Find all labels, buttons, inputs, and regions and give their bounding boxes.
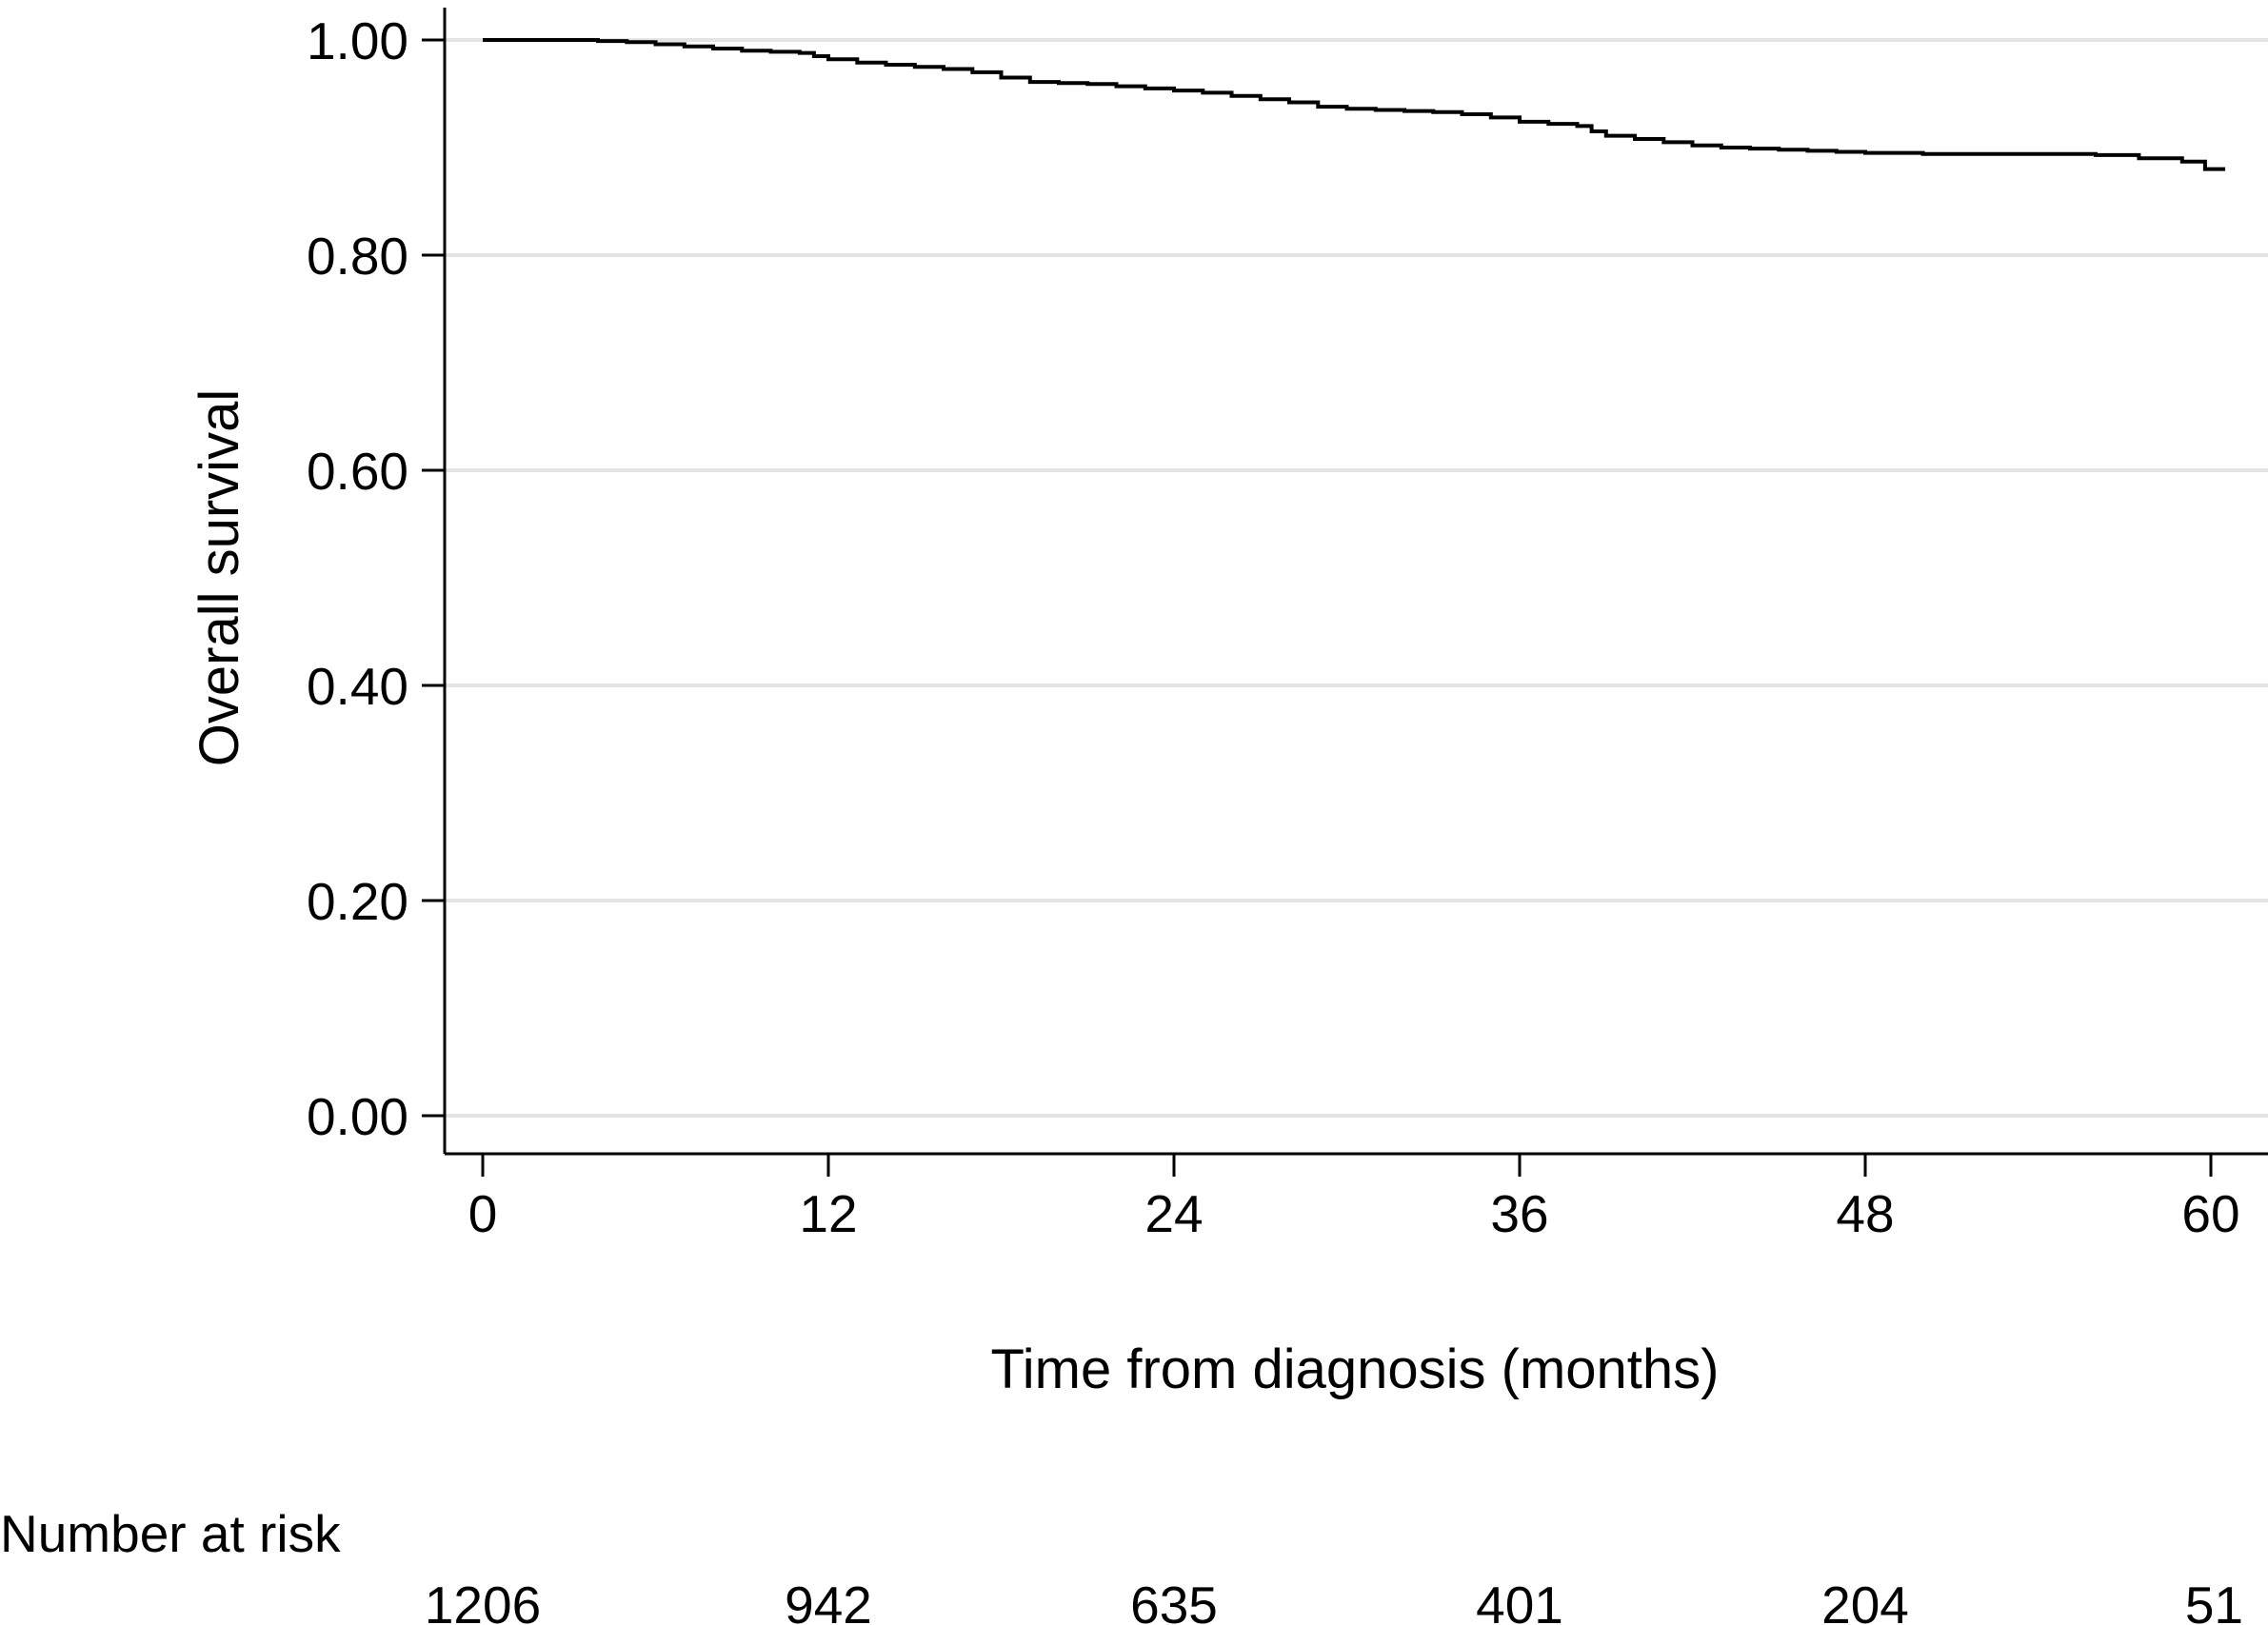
x-tick-label: 36 — [1490, 1184, 1548, 1243]
risk-count: 635 — [1130, 1575, 1218, 1625]
y-tick-label: 0.00 — [307, 1087, 408, 1146]
y-tick-label: 1.00 — [307, 11, 408, 70]
y-tick-label: 0.60 — [307, 442, 408, 501]
gridlines — [445, 38, 2268, 1118]
x-axis-title: Time from diagnosis (months) — [991, 1338, 1720, 1400]
risk-count: 204 — [1821, 1575, 1909, 1625]
axes — [422, 8, 2268, 1177]
x-tick-label: 60 — [2181, 1184, 2239, 1243]
series-layer — [483, 38, 2226, 171]
x-tick-label: 0 — [468, 1184, 498, 1243]
risk-count: 51 — [2185, 1575, 2243, 1625]
y-tick-label: 0.20 — [307, 872, 408, 931]
x-tick-label: 12 — [799, 1184, 857, 1243]
y-tick-label: 0.80 — [307, 227, 408, 286]
y-tick-label: 0.40 — [307, 657, 408, 716]
risk-table-label: Number at risk — [0, 1504, 341, 1563]
risk-table: Number at risk 1206 942 635 401 204 51 — [0, 1504, 2243, 1625]
risk-count: 401 — [1476, 1575, 1563, 1625]
x-tick-label: 48 — [1836, 1184, 1894, 1243]
survival-curve-line — [483, 38, 2226, 171]
y-axis-title: Overall survival — [189, 389, 250, 766]
axis-labels: 0.00 0.20 0.40 0.60 0.80 1.00 0 12 24 36 48 60 Time … — [189, 11, 2240, 1400]
risk-count: 942 — [785, 1575, 872, 1625]
x-tick-label: 24 — [1144, 1184, 1203, 1243]
risk-count: 1206 — [425, 1575, 541, 1625]
